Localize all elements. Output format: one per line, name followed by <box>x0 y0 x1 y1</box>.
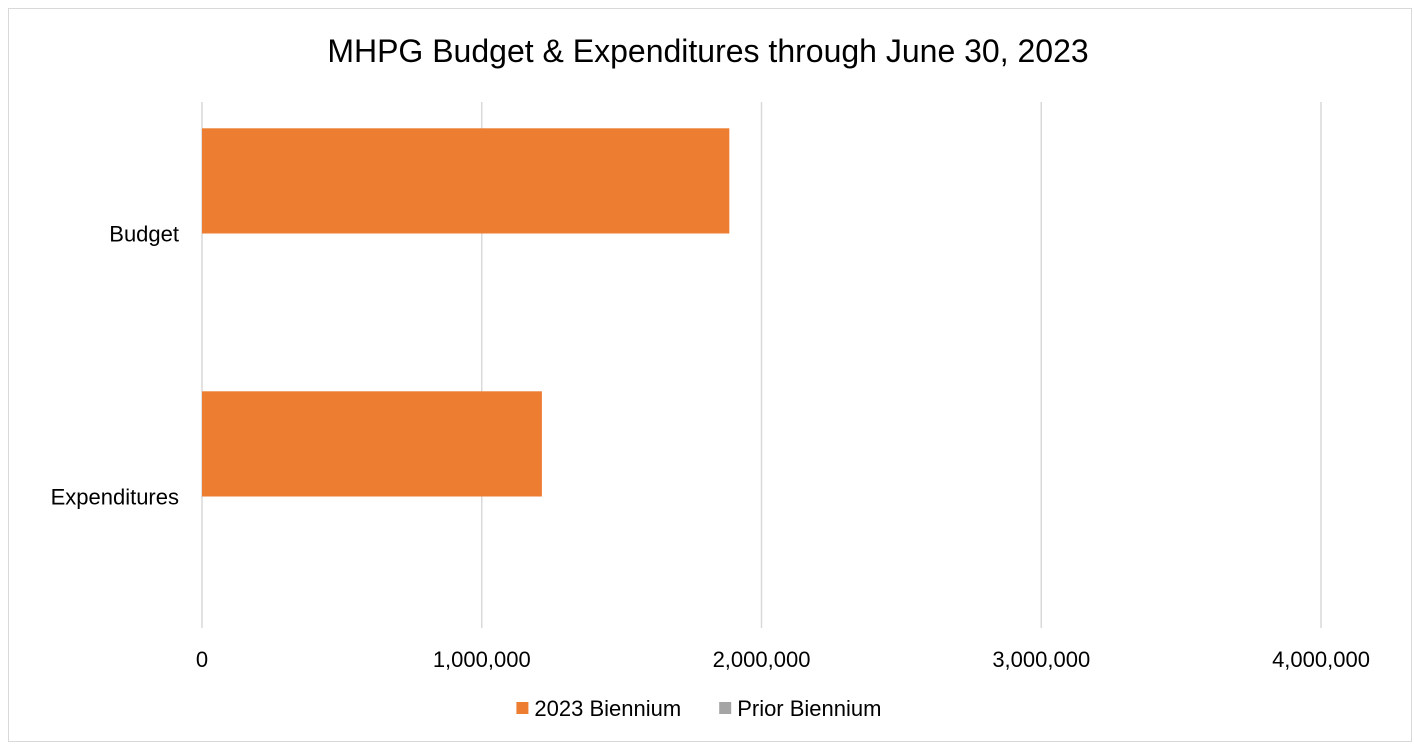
x-tick-label: 3,000,000 <box>992 647 1090 672</box>
x-tick-label: 1,000,000 <box>433 647 531 672</box>
bars <box>202 128 730 497</box>
chart-frame <box>8 8 1412 742</box>
legend-label: 2023 Biennium <box>534 696 681 721</box>
legend-swatch <box>719 702 732 714</box>
x-tick-label: 4,000,000 <box>1272 647 1370 672</box>
category-label: Expenditures <box>51 485 179 510</box>
chart-title: MHPG Budget & Expenditures through June … <box>327 33 1088 69</box>
bar-expenditures-2023-biennium <box>202 391 542 497</box>
bar-budget-2023-biennium <box>202 128 730 234</box>
x-tick-label: 0 <box>196 647 208 672</box>
x-tick-label: 2,000,000 <box>713 647 811 672</box>
legend: 2023 Biennium Prior Biennium <box>516 696 881 721</box>
legend-swatch <box>516 702 529 714</box>
legend-label: Prior Biennium <box>737 696 881 721</box>
x-tick-labels: 0 1,000,000 2,000,000 3,000,000 4,000,000 <box>196 647 1370 672</box>
category-label: Budget <box>109 222 179 247</box>
category-labels: Budget Expenditures <box>51 222 179 510</box>
